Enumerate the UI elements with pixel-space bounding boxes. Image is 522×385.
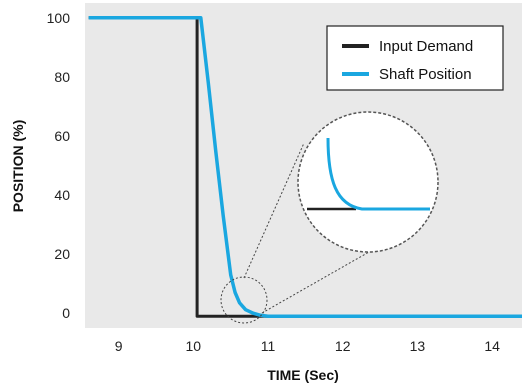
- zoom-inset-content: [307, 137, 430, 211]
- y-tick-label: 20: [54, 246, 70, 262]
- legend-box: [326, 25, 504, 91]
- y-axis-title: POSITION (%): [10, 120, 26, 213]
- x-tick-label: 10: [186, 338, 202, 354]
- y-tick-label: 40: [54, 187, 70, 203]
- legend-label-shaft-position: Shaft Position: [379, 66, 472, 83]
- y-tick-label: 0: [62, 305, 70, 321]
- zoom-inset-circle: [297, 111, 439, 253]
- zoom-connector-top: [243, 142, 305, 279]
- zoom-source-circle: [220, 276, 268, 324]
- y-tick-label: 80: [54, 69, 70, 85]
- x-tick-label: 13: [410, 338, 426, 354]
- zoom-connector-bottom: [261, 239, 391, 314]
- x-tick-label: 12: [335, 338, 351, 354]
- legend-label-input-demand: Input Demand: [379, 38, 473, 55]
- y-tick-label: 60: [54, 128, 70, 144]
- x-axis: 9 10 11 12 13 14: [115, 338, 500, 354]
- y-tick-label: 100: [47, 10, 71, 26]
- x-axis-title: TIME (Sec): [267, 367, 339, 383]
- x-tick-label: 9: [115, 338, 123, 354]
- zoom-shaft-position-curve: [326, 137, 430, 211]
- x-tick-label: 14: [484, 338, 500, 354]
- x-tick-label: 11: [261, 338, 276, 354]
- legend: Input Demand Shaft Position: [326, 25, 504, 91]
- y-axis: 0 20 40 60 80 100: [47, 10, 71, 321]
